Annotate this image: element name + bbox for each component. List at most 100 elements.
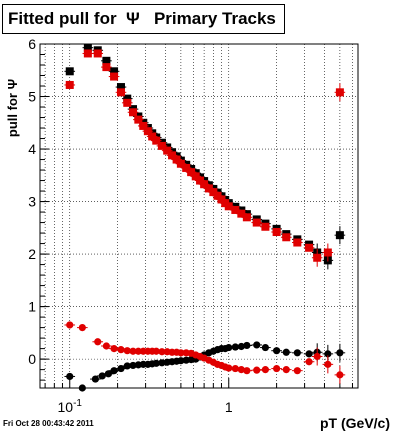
data-point	[152, 347, 160, 355]
data-point	[209, 188, 218, 197]
chart-title: Fitted pull for Ψ Primary Tracks	[2, 4, 285, 34]
data-point	[231, 364, 239, 373]
data-point	[129, 361, 137, 370]
data-point	[261, 343, 269, 352]
data-point	[187, 168, 196, 177]
data-point	[224, 202, 233, 211]
data-point	[272, 228, 281, 237]
data-point	[335, 88, 344, 97]
data-point	[139, 121, 148, 130]
data-point	[231, 343, 239, 351]
data-point	[102, 342, 110, 350]
data-point	[116, 88, 125, 97]
data-point	[83, 49, 92, 58]
data-point	[176, 159, 185, 168]
data-point	[123, 98, 132, 107]
data-point	[336, 371, 344, 379]
data-point	[282, 366, 290, 374]
data-point	[83, 43, 92, 52]
data-point	[152, 136, 161, 145]
y-tick-label: 4	[28, 141, 36, 157]
data-point	[293, 367, 301, 375]
data-point	[237, 366, 245, 374]
data-point	[78, 324, 86, 332]
data-point	[110, 67, 119, 76]
data-point	[243, 341, 251, 350]
data-point	[191, 172, 200, 181]
data-point	[231, 205, 240, 214]
data-point	[129, 108, 138, 117]
data-point	[129, 347, 137, 355]
y-tick-label: 3	[28, 194, 36, 210]
data-point	[123, 347, 131, 355]
data-point	[116, 83, 125, 92]
data-point	[182, 163, 191, 172]
timestamp: Fri Oct 28 00:43:42 2011	[3, 419, 94, 428]
data-point	[78, 384, 86, 392]
data-point	[168, 151, 177, 160]
data-point	[117, 364, 125, 373]
data-point	[335, 231, 344, 240]
data-point	[110, 345, 118, 353]
data-point	[152, 359, 160, 367]
data-point	[225, 364, 233, 372]
data-point	[313, 253, 322, 262]
data-point	[65, 80, 74, 89]
data-point	[237, 342, 245, 351]
data-point	[261, 366, 269, 374]
data-point	[65, 67, 74, 76]
data-point	[117, 346, 125, 354]
data-point	[293, 238, 302, 247]
y-tick-label: 1	[28, 299, 36, 315]
data-point	[282, 348, 290, 356]
data-point	[94, 338, 102, 346]
data-point	[282, 233, 291, 242]
x-tick-label: 10-1	[58, 398, 83, 415]
data-point	[123, 362, 131, 370]
grid-lines	[40, 43, 358, 388]
data-point	[305, 350, 313, 358]
data-point	[261, 222, 270, 231]
y-tick-label: 0	[28, 351, 36, 367]
data-point	[273, 347, 281, 355]
data-point	[237, 209, 246, 218]
data-point	[104, 370, 112, 378]
data-point	[66, 372, 74, 381]
plot-frame	[39, 43, 359, 389]
data-point	[143, 127, 152, 136]
data-point	[200, 180, 209, 189]
data-point	[110, 72, 119, 81]
x-tick-label: 1	[225, 399, 233, 415]
data-point	[91, 375, 100, 383]
data-point	[196, 176, 205, 185]
x-axis-label: pT (GeV/c)	[320, 415, 390, 431]
data-point	[177, 349, 185, 357]
data-point	[134, 115, 143, 124]
data-point	[204, 184, 213, 193]
axes: 0 1 2 3 4 5 6 10-1 1	[28, 36, 353, 415]
data-point	[252, 218, 261, 227]
data-point	[163, 146, 172, 155]
data-point	[253, 366, 261, 374]
y-tick-label: 6	[28, 36, 36, 52]
data-point	[323, 248, 332, 257]
data-markers	[64, 43, 346, 392]
data-point	[102, 63, 111, 72]
data-point	[243, 367, 251, 375]
y-axis-label: pull for Ψ	[5, 79, 20, 137]
data-point	[242, 213, 251, 222]
data-point	[324, 350, 332, 358]
data-point	[225, 343, 233, 352]
y-tick-label: 5	[28, 89, 36, 105]
data-point	[293, 349, 301, 357]
data-point	[273, 364, 281, 373]
data-point	[66, 321, 74, 329]
data-point	[253, 341, 261, 349]
y-tick-label: 2	[28, 246, 36, 262]
data-point	[123, 94, 132, 103]
data-point	[305, 358, 313, 366]
data-point	[102, 56, 111, 65]
data-point	[313, 352, 321, 361]
data-point	[336, 349, 344, 357]
